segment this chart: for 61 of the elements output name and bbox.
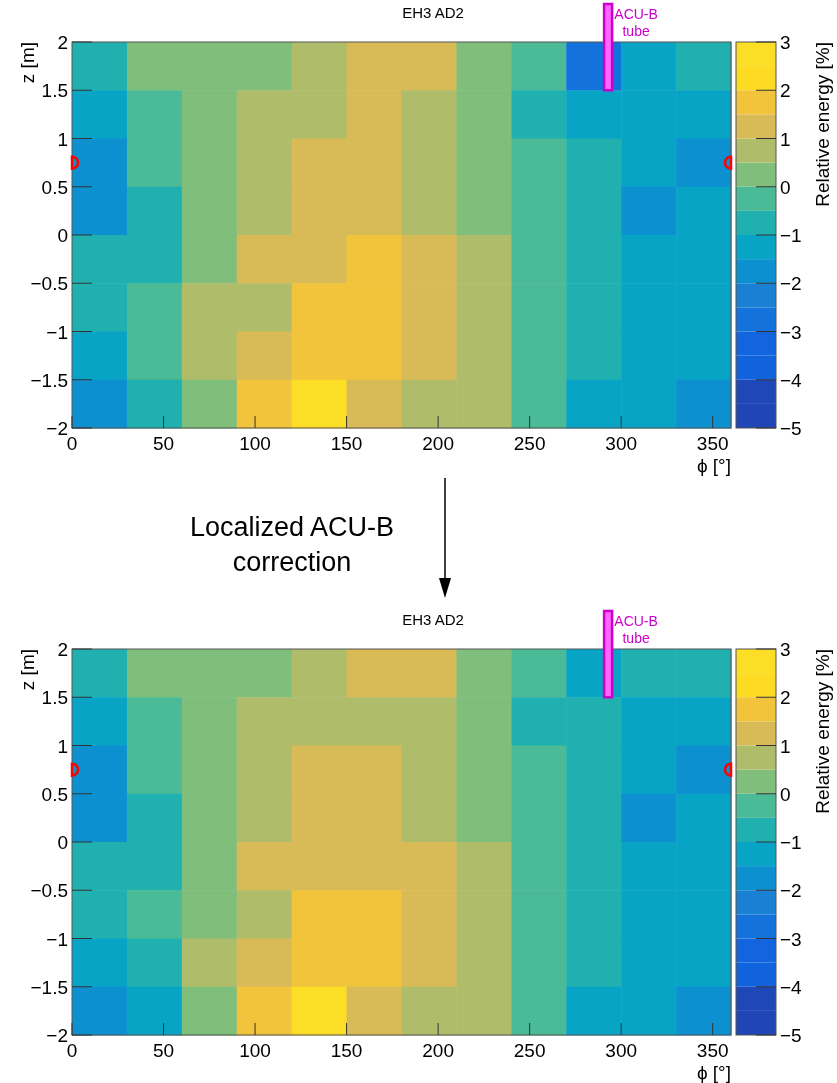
y-tick-label: 0.5 <box>41 176 68 198</box>
y-tick-label: −2 <box>46 1025 68 1046</box>
text: ACU-B tube <box>614 6 658 39</box>
y-tick-label: −1 <box>46 321 68 343</box>
x-tick-label: 350 <box>696 433 729 454</box>
y-tick-label: −2 <box>46 418 68 439</box>
y-tick-label: −1 <box>46 928 68 950</box>
color-bar-label: −1 <box>780 225 802 246</box>
y-tick-label: −0.5 <box>30 880 68 902</box>
color-bar-label: 1 <box>780 128 791 150</box>
color-bar-label: −4 <box>780 976 803 998</box>
x-tick-label: 200 <box>422 433 454 454</box>
x-tick-label: 50 <box>152 1040 175 1061</box>
y-tick-label: 1.5 <box>41 687 68 709</box>
color-bar-label: 3 <box>780 32 791 53</box>
y-tick-label: −0.5 <box>30 273 68 295</box>
color-bar-label: 1 <box>780 735 791 757</box>
color-bar-label: −1 <box>780 832 802 853</box>
y-tick-label: −1.5 <box>30 369 68 391</box>
color-bar-label: 3 <box>780 639 791 660</box>
color-bar-label: −5 <box>780 1025 802 1046</box>
color-bar-label: 0 <box>780 176 791 198</box>
x-tick-label: 250 <box>513 1040 546 1061</box>
x-axis-title: ϕ [°] <box>696 1062 731 1083</box>
x-tick-label: 200 <box>422 1040 454 1061</box>
color-bar-label: −4 <box>780 369 803 391</box>
y-tick-label: −1.5 <box>30 976 68 998</box>
text: ACU-B tube <box>614 613 658 646</box>
x-tick-label: 300 <box>605 433 638 454</box>
y-tick-label: 0 <box>57 832 68 853</box>
x-tick-label: 350 <box>696 1040 729 1061</box>
x-tick-label: 100 <box>239 433 271 454</box>
chart-title: EH3 AD2 <box>402 4 464 21</box>
color-bar-label: −3 <box>780 321 802 343</box>
y-tick-label: 1 <box>57 735 68 757</box>
color-bar-label: −3 <box>780 928 802 950</box>
x-tick-label: 300 <box>605 1040 638 1061</box>
y-tick-label: 2 <box>57 639 68 660</box>
y-tick-label: 1.5 <box>41 80 68 102</box>
y-tick-label: 1 <box>57 128 68 150</box>
y-tick-label: 0 <box>57 225 68 246</box>
color-bar-label: 2 <box>780 687 791 709</box>
x-tick-label: 50 <box>152 433 175 454</box>
x-tick-label: 150 <box>330 433 363 454</box>
y-axis-title: z [m] <box>17 42 38 84</box>
color-bar-title: Relative energy [%] <box>812 649 833 814</box>
color-bar-label: −2 <box>780 880 802 902</box>
x-tick-label: 100 <box>239 1040 271 1061</box>
x-axis-title: ϕ [°] <box>696 455 731 476</box>
y-axis-title: z [m] <box>17 649 38 691</box>
chart-title: EH3 AD2 <box>402 611 464 628</box>
text: Localized ACU-B correction <box>189 512 395 577</box>
color-bar-title: Relative energy [%] <box>812 42 833 207</box>
y-tick-label: 0.5 <box>41 783 68 805</box>
x-tick-label: 250 <box>513 433 546 454</box>
color-bar-label: −2 <box>780 273 802 295</box>
color-bar-label: −5 <box>780 418 802 439</box>
y-tick-label: 2 <box>57 32 68 53</box>
color-bar-label: 0 <box>780 783 791 805</box>
color-bar-label: 2 <box>780 80 791 102</box>
x-tick-label: 150 <box>330 1040 363 1061</box>
